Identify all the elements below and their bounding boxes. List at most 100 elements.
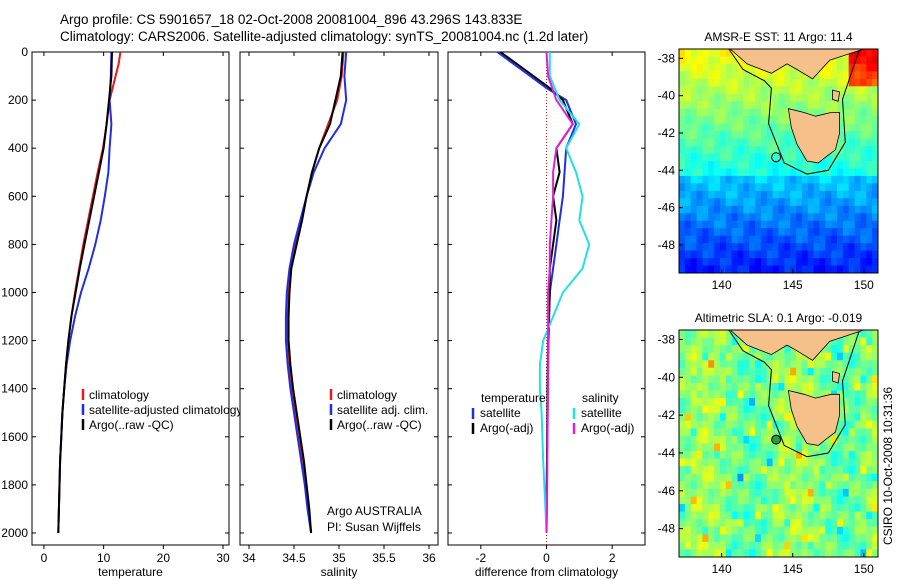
map-cell (854, 190, 862, 199)
map-cell (690, 352, 698, 361)
map-cell (813, 352, 821, 361)
map-cell (731, 235, 739, 244)
map-cell (708, 473, 715, 482)
map-cell (819, 511, 826, 520)
map-cell (731, 220, 739, 229)
map-cell (796, 481, 803, 490)
map-cell (801, 481, 809, 490)
map-cell (731, 352, 739, 361)
map-cell (720, 190, 727, 199)
map-cell (766, 235, 774, 244)
map-cell (766, 458, 774, 467)
map-field (679, 49, 878, 273)
map-cell (708, 213, 715, 222)
map-cell (720, 131, 727, 140)
map-cell (825, 360, 832, 369)
map-cell (755, 519, 762, 528)
map-cell (796, 428, 803, 437)
map-cell (679, 504, 686, 513)
map-cell (790, 101, 797, 110)
map-cell (702, 49, 709, 58)
map-cell (778, 168, 785, 177)
map-cell (778, 131, 785, 140)
map-y-tick-label: -42 (658, 408, 676, 422)
map-cell (860, 153, 867, 162)
map-cell (872, 481, 878, 490)
map-cell (790, 488, 797, 498)
map-cell (766, 360, 774, 369)
map-cell (702, 161, 709, 170)
map-cell (772, 116, 780, 125)
map-cell (679, 108, 686, 117)
map-cell (848, 108, 856, 117)
map-cell (837, 153, 844, 162)
map-cell (720, 250, 727, 259)
map-cell (690, 345, 698, 354)
map-cell (755, 213, 762, 222)
map-cell (749, 451, 756, 460)
map-cell (784, 243, 791, 252)
map-cell (755, 398, 762, 407)
map-cell (837, 175, 844, 184)
map-cell (690, 183, 698, 192)
map-cell (772, 146, 780, 155)
map-cell (831, 337, 838, 346)
map-cell (866, 541, 873, 551)
map-cell (848, 481, 856, 490)
map-cell (690, 258, 698, 267)
map-cell (784, 116, 791, 125)
map-cell (784, 511, 791, 520)
map-cell (690, 367, 698, 376)
map-cell (837, 360, 844, 369)
map-cell (760, 451, 768, 460)
map-cell (743, 383, 750, 392)
map-cell (784, 466, 791, 475)
map-cell (854, 205, 862, 214)
map-cell (837, 138, 844, 147)
map-cell (725, 488, 733, 498)
map-cell (743, 511, 750, 520)
map-cell (696, 175, 704, 184)
map-cell (790, 375, 797, 384)
map-cell (837, 375, 844, 384)
legend-label: climatology (337, 388, 397, 402)
map-cell (708, 131, 715, 140)
map-cell (690, 488, 698, 498)
map-cell (807, 367, 815, 376)
map-cell (778, 258, 785, 267)
map-cell (790, 420, 797, 429)
map-cell (796, 534, 803, 543)
map-cell (684, 519, 692, 528)
map-cell (755, 108, 762, 117)
map-cell (831, 511, 838, 520)
map-cell (784, 519, 791, 528)
map-cell (702, 375, 709, 384)
map-cell (720, 405, 727, 414)
map-cell (725, 443, 733, 452)
map-cell (720, 443, 727, 452)
map-cell (725, 526, 733, 535)
map-cell (702, 466, 709, 475)
map-cell (679, 519, 686, 528)
map-cell (708, 56, 715, 65)
map-cell (854, 138, 862, 147)
map-cell (690, 496, 698, 505)
map-cell (696, 71, 704, 80)
map-cell (778, 367, 785, 376)
map-cell (714, 443, 721, 452)
map-cell (848, 190, 856, 199)
map-cell (848, 205, 856, 214)
map-cell (819, 190, 826, 199)
map-cell (749, 367, 756, 376)
map-cell (684, 205, 692, 214)
map-cell (684, 549, 692, 557)
map-cell (708, 352, 715, 361)
map-cell (831, 345, 838, 354)
map-cell (708, 205, 715, 214)
map-cell (720, 526, 727, 535)
map-cell (796, 168, 803, 177)
map-cell (714, 265, 721, 273)
map-cell (708, 183, 715, 192)
map-cell (842, 398, 850, 407)
map-cell (755, 526, 762, 535)
